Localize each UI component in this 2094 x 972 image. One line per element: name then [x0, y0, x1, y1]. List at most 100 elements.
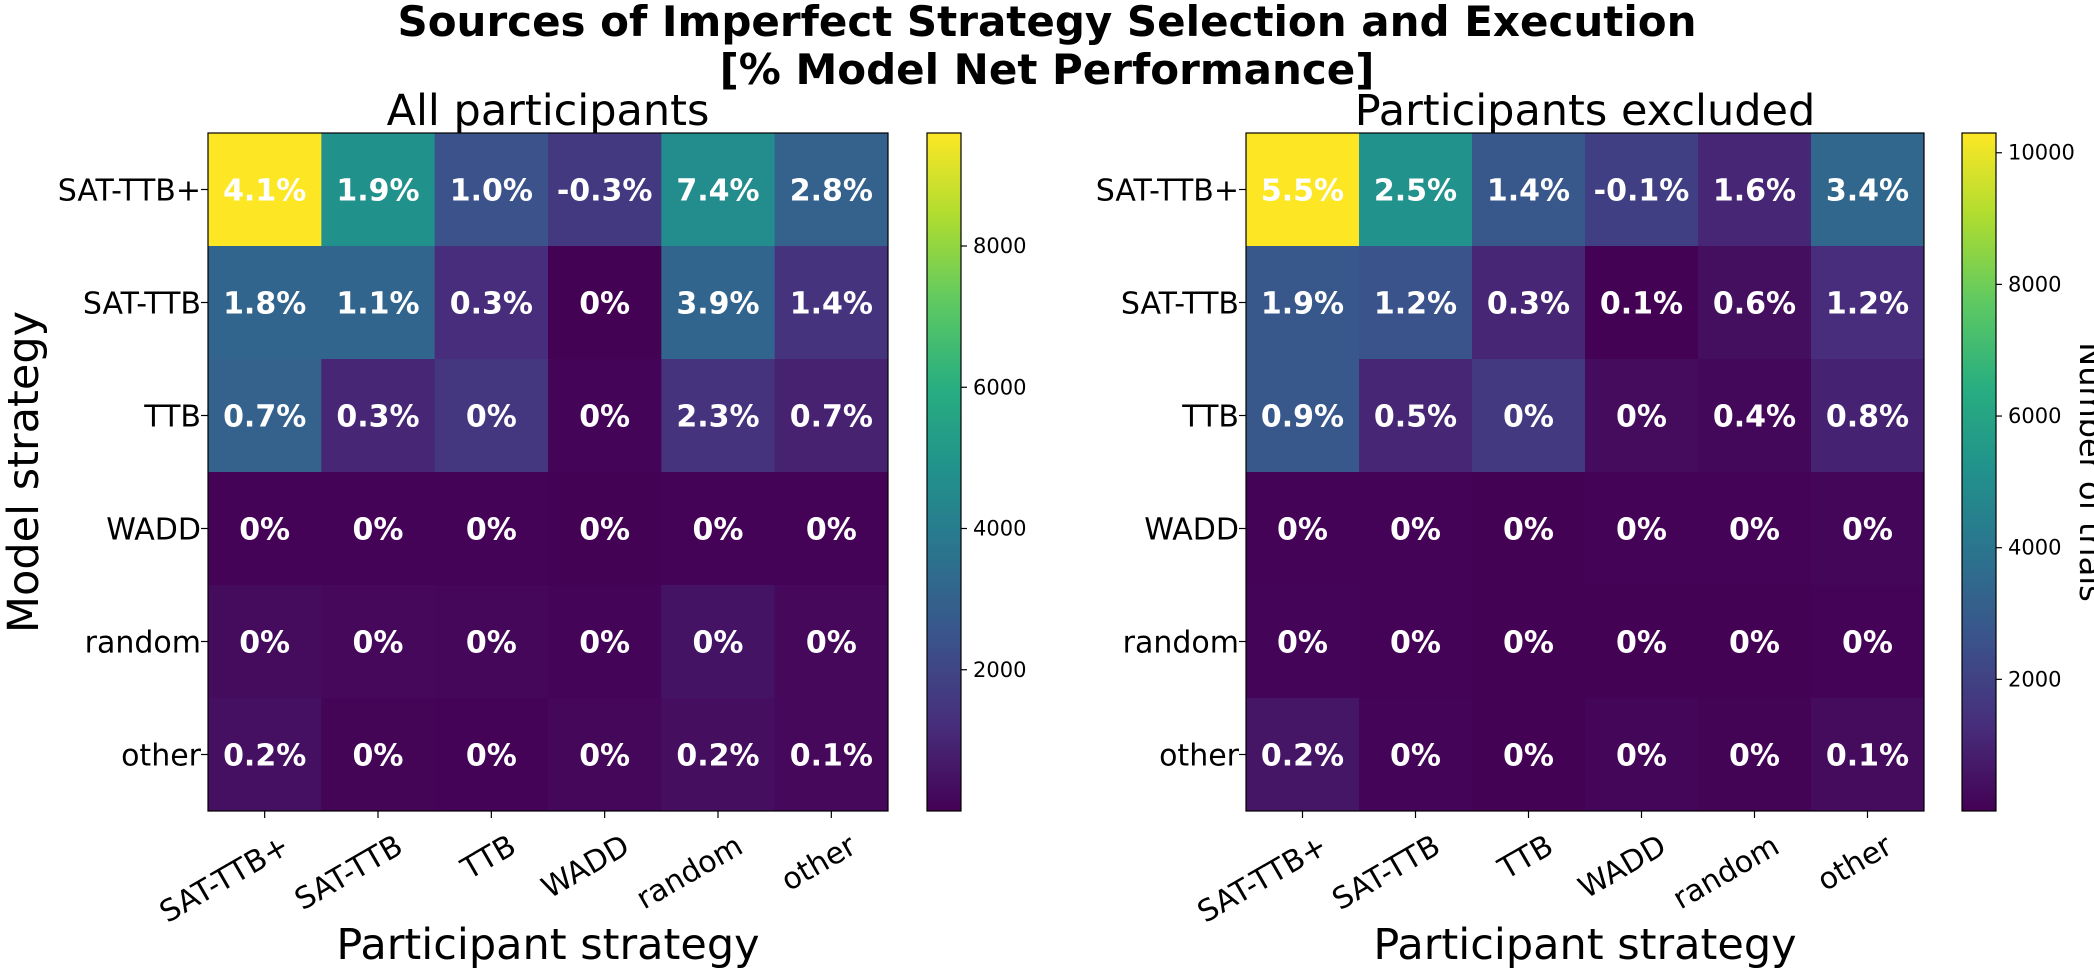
x-tick-label: SAT-TTB [1326, 828, 1446, 917]
heatmap-cell [1246, 585, 1360, 699]
heatmap-cell [208, 133, 322, 247]
cell-value-label: 1.4% [1487, 174, 1570, 209]
cell-value-label: 0.3% [450, 287, 533, 322]
heatmap-cell [1585, 698, 1699, 812]
y-tick-label: other [121, 739, 202, 774]
x-tick-label: random [1667, 828, 1785, 916]
cell-value-label: 0% [579, 626, 630, 661]
cell-value-label: 0.5% [1374, 400, 1457, 435]
colorbar-tick-label: 10000 [2008, 141, 2075, 165]
colorbar-tick-label: 6000 [2008, 404, 2061, 428]
cell-value-label: 0% [353, 739, 404, 774]
cell-value-label: 0.3% [336, 400, 419, 435]
heatmap-cell [1246, 698, 1360, 812]
heatmap-cell [774, 359, 889, 473]
heatmap-cell [434, 133, 549, 247]
cell-value-label: 0% [1503, 626, 1554, 661]
heatmap-cell [1359, 133, 1473, 247]
y-tick-label: SAT-TTB+ [1096, 174, 1239, 209]
x-tick-label: random [631, 828, 749, 916]
cell-value-label: 2.8% [790, 174, 873, 209]
heatmap-cell [661, 585, 776, 699]
heatmap-cell [774, 472, 889, 586]
heatmap-cell [1811, 585, 1925, 699]
cell-value-label: 0.2% [223, 739, 306, 774]
cell-value-label: 0% [1616, 626, 1667, 661]
heatmap-cell [1698, 472, 1812, 586]
cell-value-label: 0% [579, 513, 630, 548]
heatmap-cell [1359, 246, 1473, 360]
heatmap-cell [434, 698, 549, 812]
cell-value-label: 0.1% [1600, 287, 1683, 322]
cell-value-label: 0% [579, 739, 630, 774]
heatmap-cell [208, 698, 322, 812]
cell-value-label: 0.8% [1826, 400, 1909, 435]
heatmap-cell [1246, 472, 1360, 586]
heatmap-cell [1698, 133, 1812, 247]
cell-value-label: 0.2% [1261, 739, 1344, 774]
cell-value-label: 0% [1503, 400, 1554, 435]
cell-value-label: 2.5% [1374, 174, 1457, 209]
cell-value-label: 0% [1842, 626, 1893, 661]
heatmap-cell [1585, 246, 1699, 360]
cell-value-label: 7.4% [676, 174, 759, 209]
cell-value-label: 0% [466, 513, 517, 548]
cell-value-label: 0% [466, 739, 517, 774]
cell-value-label: 0% [1503, 513, 1554, 548]
cell-value-label: 0.6% [1713, 287, 1796, 322]
heatmap-cell [548, 698, 662, 812]
y-tick-label: SAT-TTB [1121, 287, 1239, 322]
colorbar-label: Number of trials [2072, 342, 2094, 602]
heatmap-cell [1698, 359, 1812, 473]
heatmap-cell [434, 359, 549, 473]
heatmap-panel-all-participants: All participants 4.1% 1.9% 1.0% -0.3% 7.4% 2.8… [0, 86, 1026, 970]
heatmap-cell [661, 472, 776, 586]
x-axis-label: Participant strategy [1373, 920, 1796, 970]
colorbar-tick-label: 4000 [973, 517, 1026, 541]
x-tick-label: WADD [1573, 828, 1673, 906]
y-tick-label: SAT-TTB [83, 287, 201, 322]
heatmap-cell [1472, 133, 1586, 247]
x-tick-label: TTB [455, 828, 522, 887]
cell-value-label: 0% [466, 400, 517, 435]
y-tick-label: other [1159, 739, 1240, 774]
heatmap-cell [1246, 133, 1360, 247]
heatmap-cell [1472, 246, 1586, 360]
x-tick-label: SAT-TTB [289, 828, 409, 917]
cell-value-label: 0.1% [1826, 739, 1909, 774]
cell-value-label: 3.4% [1826, 174, 1909, 209]
cell-value-label: 0.3% [1487, 287, 1570, 322]
panel-title: All participants [387, 86, 710, 136]
cell-value-label: 0% [239, 513, 290, 548]
colorbar-tick-label: 4000 [2008, 536, 2061, 560]
cell-value-label: 1.9% [1261, 287, 1344, 322]
heatmap-cell [1811, 472, 1925, 586]
cell-value-label: 0% [693, 513, 744, 548]
heatmap-cell [1698, 585, 1812, 699]
heatmap-cell [661, 246, 776, 360]
heatmap-cell [1811, 246, 1925, 360]
cell-value-label: 1.8% [223, 287, 306, 322]
colorbar [926, 132, 962, 812]
heatmap-cell [1246, 359, 1360, 473]
cell-value-label: 0.2% [676, 739, 759, 774]
cell-value-label: 1.1% [336, 287, 419, 322]
heatmap-cell [774, 698, 889, 812]
cell-value-label: 4.1% [223, 174, 306, 209]
cell-value-label: 0.7% [790, 400, 873, 435]
heatmap-cell [1472, 472, 1586, 586]
x-tick-label: SAT-TTB+ [154, 828, 296, 930]
heatmap-cell [208, 472, 322, 586]
cell-value-label: 1.4% [790, 287, 873, 322]
heatmap-cell [1472, 585, 1586, 699]
y-tick-label: random [1123, 626, 1239, 661]
heatmap-cell [208, 585, 322, 699]
colorbar-tick-label: 8000 [973, 234, 1026, 258]
cell-value-label: 0% [1616, 400, 1667, 435]
colorbar-tick-label: 2000 [973, 658, 1026, 682]
cell-value-label: 0% [1729, 626, 1780, 661]
heatmap-cell [774, 585, 889, 699]
cell-value-label: 1.9% [336, 174, 419, 209]
heatmap-cell [208, 359, 322, 473]
